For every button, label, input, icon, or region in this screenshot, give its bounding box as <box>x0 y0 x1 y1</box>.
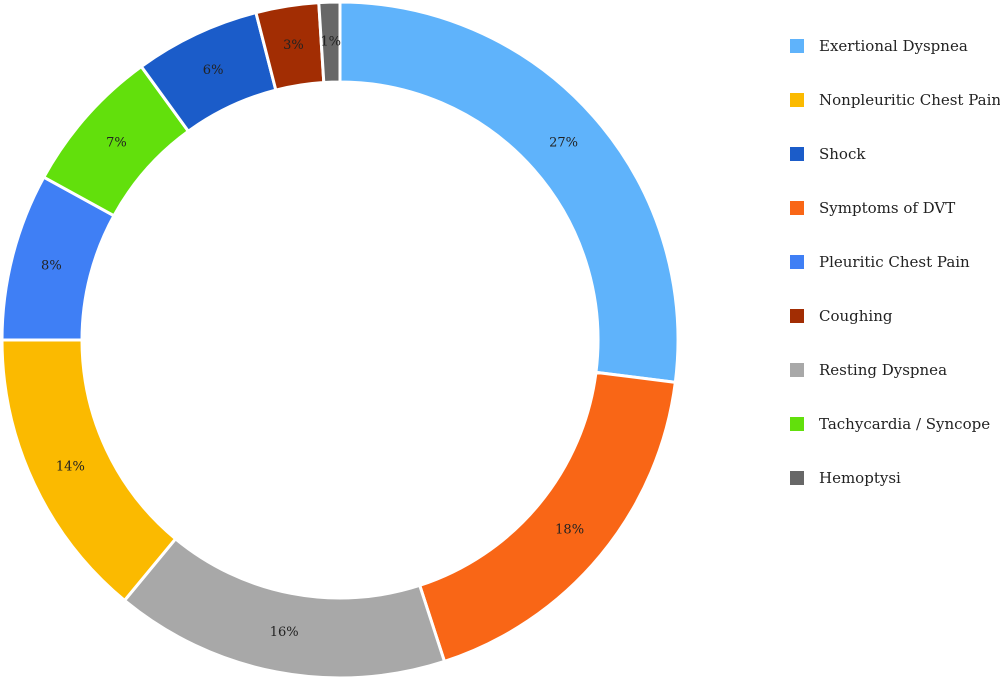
legend-label: Resting Dyspnea <box>819 361 948 379</box>
legend-swatch <box>790 417 804 431</box>
legend-label: Coughing <box>819 307 893 325</box>
slice-label-exertional-dyspnea: 27% <box>549 135 578 150</box>
legend-swatch <box>790 147 804 161</box>
slice-exertional-dyspnea <box>338 0 680 385</box>
legend-label: Hemoptysi <box>819 469 901 487</box>
slice-resting-dyspnea <box>122 536 447 679</box>
legend-swatch <box>790 363 804 377</box>
legend-swatch <box>790 471 804 485</box>
legend-label: Exertional Dyspnea <box>819 37 968 55</box>
donut-slices <box>0 0 680 679</box>
slice-nonpleuritic-chest-pain <box>0 338 178 603</box>
legend-item-tachycardia-syncope: Tachycardia / Syncope <box>790 414 995 468</box>
slice-label-resting-dyspnea: 16% <box>270 625 299 640</box>
legend-item-resting-dyspnea: Resting Dyspnea <box>790 360 995 414</box>
legend-swatch <box>790 255 804 269</box>
slice-symptoms-of-dvt <box>417 370 678 664</box>
slice-label-hemoptysi: 1% <box>320 35 341 50</box>
legend-label: Symptoms of DVT <box>819 199 956 217</box>
legend-item-nonpleuritic-chest-pain: Nonpleuritic Chest Pain <box>790 90 1000 144</box>
slice-label-pleuritic-chest-pain: 8% <box>41 258 62 273</box>
slice-label-shock: 6% <box>203 63 224 78</box>
legend-item-hemoptysi: Hemoptysi <box>790 468 995 522</box>
legend-swatch <box>790 201 804 215</box>
legend-swatch <box>790 309 804 323</box>
slice-label-nonpleuritic-chest-pain: 14% <box>56 459 85 474</box>
slice-label-tachycardia-syncope: 7% <box>106 135 127 150</box>
legend-label: Nonpleuritic Chest Pain <box>819 91 1000 109</box>
legend-label: Shock <box>819 145 866 163</box>
chart-legend: Exertional Dyspnea Nonpleuritic Chest Pai… <box>790 36 1000 522</box>
slice-labels: 27% 18% 16% 14% 8% 7% 6% 3% 1% <box>41 35 584 641</box>
legend-label: Tachycardia / Syncope <box>819 415 991 433</box>
slice-label-coughing: 3% <box>283 38 304 53</box>
legend-label: Pleuritic Chest Pain <box>819 253 970 271</box>
legend-item-symptoms-of-dvt: Symptoms of DVT <box>790 198 995 252</box>
legend-swatch <box>790 39 804 53</box>
slice-label-symptoms-of-dvt: 18% <box>555 522 584 537</box>
legend-item-exertional-dyspnea: Exertional Dyspnea <box>790 36 995 90</box>
legend-item-shock: Shock <box>790 144 995 198</box>
slice-hemoptysi <box>317 0 342 85</box>
legend-item-pleuritic-chest-pain: Pleuritic Chest Pain <box>790 252 995 306</box>
legend-item-coughing: Coughing <box>790 306 995 360</box>
legend-swatch <box>790 93 804 107</box>
